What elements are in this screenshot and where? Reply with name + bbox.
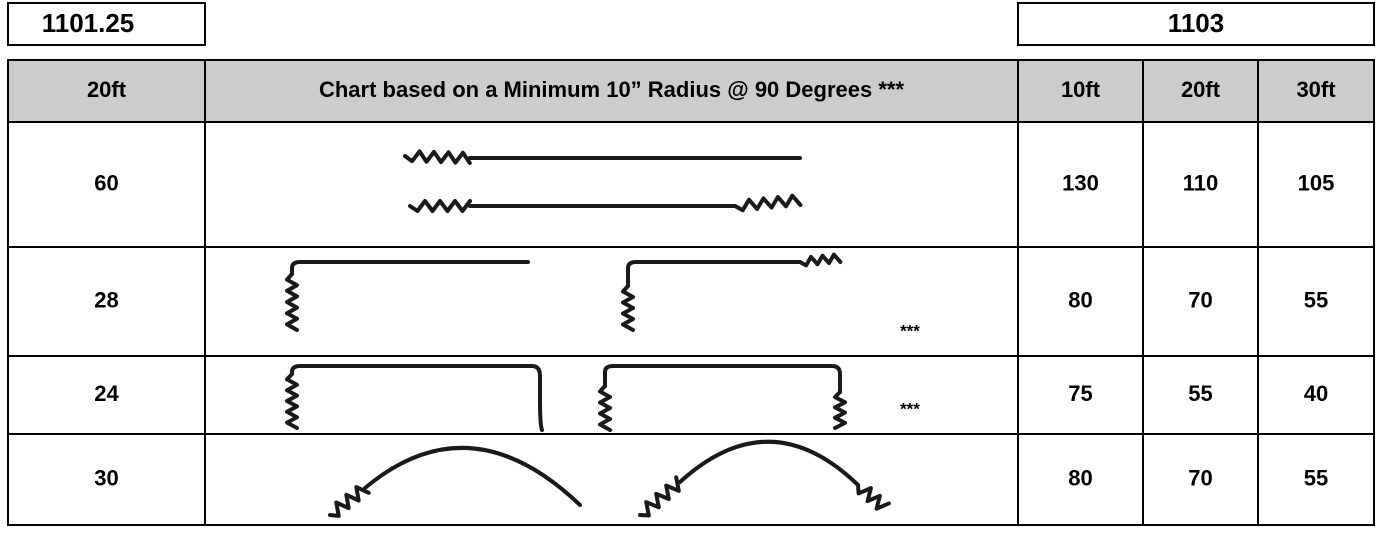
header-cell: 20ft	[1181, 77, 1221, 102]
cell: 55	[1304, 465, 1328, 490]
cell: 80	[1068, 287, 1092, 312]
header-cell: 20ft	[87, 77, 127, 102]
cell: 130	[1062, 170, 1099, 195]
coil	[856, 483, 891, 511]
coil	[328, 485, 371, 518]
cell: 110	[1183, 170, 1219, 195]
cell: 105	[1298, 170, 1335, 195]
note: ***	[900, 399, 920, 418]
coil	[408, 199, 472, 213]
header-cell: 10ft	[1061, 77, 1101, 102]
header-bg	[8, 60, 1374, 122]
coil	[621, 284, 635, 332]
cell: 70	[1188, 465, 1212, 490]
right-box-text: 1103	[1168, 8, 1224, 38]
coil	[733, 193, 803, 213]
note: ***	[900, 321, 920, 340]
coil	[285, 372, 299, 430]
header-cell: 30ft	[1296, 77, 1336, 102]
cell: 55	[1304, 287, 1328, 312]
row-label: 60	[94, 170, 118, 195]
row-label: 28	[94, 287, 118, 312]
cell: 55	[1188, 381, 1212, 406]
cell: 70	[1188, 287, 1212, 312]
coil	[285, 272, 299, 332]
wire-drawings	[285, 149, 891, 518]
left-box-text: 1101.25	[42, 8, 135, 38]
coil	[403, 149, 472, 165]
cell: 80	[1068, 465, 1092, 490]
coil	[598, 384, 612, 432]
coil	[833, 390, 847, 430]
table-grid	[7, 59, 1375, 526]
row-label: 24	[94, 381, 119, 406]
table-border	[7, 59, 1375, 526]
left-box	[7, 2, 206, 46]
right-box	[1017, 2, 1375, 46]
coil	[638, 475, 681, 518]
cell: 75	[1068, 381, 1092, 406]
row-label: 30	[94, 465, 118, 490]
cell: 40	[1304, 381, 1328, 406]
coil	[798, 252, 843, 268]
header-cell: Chart based on a Minimum 10” Radius @ 90…	[319, 77, 905, 102]
